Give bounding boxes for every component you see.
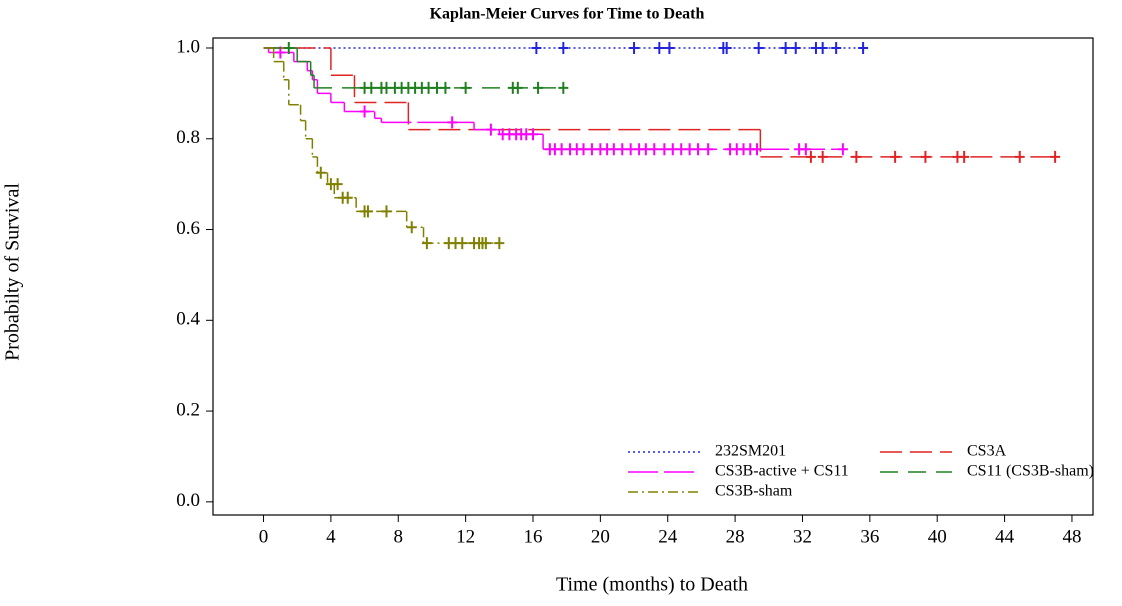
legend-label: 232SM201 (715, 443, 786, 460)
censor-mark (533, 81, 544, 94)
censor-mark (608, 143, 619, 156)
censor-mark (625, 143, 636, 156)
censor-mark (817, 150, 828, 163)
legend-label: CS3B-active + CS11 (715, 463, 849, 480)
censor-mark (780, 41, 791, 54)
x-tick-label: 12 (456, 526, 475, 547)
censor-mark (381, 205, 392, 218)
censor-mark (586, 143, 597, 156)
x-tick-label: 28 (726, 526, 745, 547)
censor-mark (531, 41, 542, 54)
censor-mark (342, 191, 353, 204)
censor-mark (283, 41, 294, 54)
y-axis-label: Probabilty of Survival (2, 183, 24, 361)
censor-mark (890, 150, 901, 163)
censor-mark (959, 150, 970, 163)
x-tick-label: 44 (995, 526, 1015, 547)
censor-mark (753, 41, 764, 54)
x-tick-label: 4 (326, 526, 336, 547)
censor-mark (558, 41, 569, 54)
x-tick-label: 16 (524, 526, 543, 547)
censor-mark (440, 81, 451, 94)
x-axis-label: Time (months) to Death (556, 574, 748, 596)
x-tick-label: 40 (928, 526, 947, 547)
censor-mark (800, 143, 811, 156)
chart-title: Kaplan-Meier Curves for Time to Death (430, 6, 705, 23)
censor-mark (512, 81, 523, 94)
x-tick-label: 36 (860, 526, 879, 547)
censor-mark (851, 150, 862, 163)
censor-mark (684, 143, 695, 156)
censor-mark (664, 41, 675, 54)
censor-mark (920, 150, 931, 163)
plot-frame (212, 37, 1094, 516)
x-tick-label: 8 (394, 526, 404, 547)
censor-mark (817, 41, 828, 54)
censor-mark (721, 41, 732, 54)
y-tick-label: 1.0 (176, 36, 200, 57)
x-tick-label: 32 (793, 526, 812, 547)
censor-mark (485, 123, 496, 136)
censor-mark (494, 237, 505, 250)
y-tick-label: 0.2 (176, 399, 200, 420)
censor-mark (693, 143, 704, 156)
censor-mark (556, 143, 567, 156)
censor-mark (654, 41, 665, 54)
x-tick-label: 48 (1062, 526, 1081, 547)
censor-mark (423, 81, 434, 94)
censor-mark (480, 237, 491, 250)
censor-mark (676, 143, 687, 156)
y-tick-label: 0.4 (176, 309, 200, 330)
censor-mark (406, 221, 417, 234)
censor-mark (421, 237, 432, 250)
censor-mark (366, 81, 377, 94)
censor-mark (362, 205, 373, 218)
censor-mark (528, 128, 538, 141)
y-tick-label: 0.8 (176, 127, 200, 148)
censor-mark (578, 143, 589, 156)
censor-mark (805, 150, 816, 163)
censor-mark (315, 166, 326, 179)
y-tick-label: 0.6 (176, 218, 200, 239)
legend-label: CS3B-sham (715, 483, 793, 500)
x-tick-label: 24 (658, 526, 678, 547)
y-tick-label: 0.0 (176, 490, 200, 511)
censor-mark (432, 81, 442, 94)
censor-mark (837, 143, 848, 156)
censor-mark (667, 143, 678, 156)
censor-mark (649, 143, 660, 156)
censor-mark (858, 41, 869, 54)
censor-mark (558, 81, 569, 94)
censor-mark (640, 143, 651, 156)
censor-mark (1050, 150, 1061, 163)
censor-mark (752, 143, 762, 156)
censor-mark (359, 105, 370, 118)
censor-mark (457, 237, 468, 250)
censor-mark (460, 81, 471, 94)
x-tick-label: 20 (591, 526, 610, 547)
x-tick-label: 0 (259, 526, 269, 547)
legend-label: CS3A (967, 443, 1007, 460)
censor-mark (617, 143, 628, 156)
censor-mark (1014, 150, 1025, 163)
legend-label: CS11 (CS3B-sham) (967, 463, 1094, 480)
censor-mark (447, 116, 458, 129)
censor-mark (703, 143, 714, 156)
censor-mark (381, 81, 392, 94)
censor-mark (659, 143, 670, 156)
censor-mark (332, 178, 343, 191)
censor-mark (790, 41, 801, 54)
censor-mark (831, 41, 842, 54)
censor-mark (629, 41, 640, 54)
